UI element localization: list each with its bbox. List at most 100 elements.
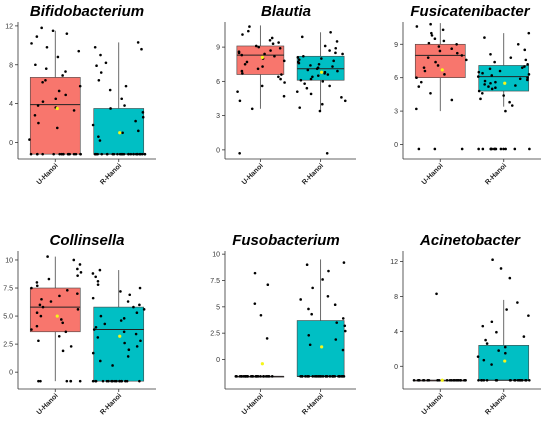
data-point [522, 335, 526, 338]
data-point [311, 375, 315, 378]
panel-1: Blautia 0 3 6 9 U-Hanoi R-Hanoi [216, 3, 356, 186]
data-point [277, 75, 280, 79]
data-point [307, 333, 311, 337]
y-tick-label: 12 [5, 23, 13, 30]
data-point [237, 51, 241, 55]
y-tick-label: 2.5 [3, 342, 13, 349]
data-point [135, 345, 139, 348]
data-point [304, 375, 307, 378]
data-point [335, 321, 339, 324]
data-point [122, 152, 126, 156]
data-point [455, 51, 459, 55]
data-point [324, 375, 328, 378]
data-point [96, 336, 100, 339]
data-point [255, 375, 259, 378]
data-point [433, 147, 437, 151]
data-point [125, 379, 129, 383]
data-point [508, 276, 512, 280]
data-point [138, 286, 142, 290]
data-point [421, 378, 425, 382]
data-point [436, 64, 440, 67]
data-point [317, 62, 321, 66]
data-point [111, 364, 114, 367]
data-point [136, 41, 140, 44]
data-point [343, 324, 347, 328]
data-point [309, 92, 313, 96]
data-point [77, 49, 81, 53]
data-point [241, 72, 244, 75]
data-point [527, 31, 531, 35]
data-point [516, 42, 520, 46]
data-point [65, 32, 69, 35]
box-U-Hanoi [414, 43, 466, 78]
data-point [333, 375, 337, 378]
data-point [51, 29, 55, 33]
data-point [122, 330, 126, 334]
data-point [502, 94, 505, 97]
data-point [99, 53, 102, 57]
y-tick-label: 0 [216, 357, 220, 364]
data-point [262, 375, 265, 378]
data-point [482, 378, 486, 382]
panel-title: Fusobacterium [232, 232, 340, 249]
data-point [139, 339, 142, 343]
data-point [338, 375, 341, 378]
mean-marker [320, 345, 324, 349]
data-point [137, 129, 140, 133]
data-point [134, 119, 137, 123]
box-R-Hanoi [296, 320, 345, 377]
data-point [138, 303, 141, 307]
data-point [435, 292, 438, 296]
data-point [33, 113, 37, 117]
y-tick-label: 9 [216, 45, 220, 52]
data-point [101, 379, 105, 383]
data-point [311, 75, 314, 79]
data-point [333, 303, 337, 307]
panel-title: Bifidobacterium [30, 3, 144, 20]
data-point [343, 329, 347, 333]
data-point [244, 375, 248, 378]
data-point [99, 359, 102, 363]
data-point [482, 358, 486, 362]
data-point [315, 375, 318, 378]
y-tick-label: 7.5 [3, 286, 13, 293]
data-point [94, 275, 97, 279]
x-tick-label: U-Hanoi [36, 162, 60, 186]
data-point [488, 67, 492, 71]
data-point [91, 123, 95, 127]
data-point [318, 109, 322, 113]
data-point [427, 41, 431, 45]
data-point [28, 138, 31, 141]
data-point [245, 60, 249, 64]
data-point [30, 286, 33, 290]
data-point [78, 379, 82, 383]
data-point [265, 337, 269, 340]
data-point [502, 147, 505, 151]
data-point [476, 75, 480, 78]
data-point [526, 76, 529, 79]
data-point [437, 45, 441, 48]
data-point [76, 308, 80, 311]
data-point [342, 375, 346, 378]
data-point [498, 69, 502, 73]
x-tick-label: U-Hanoi [421, 392, 445, 416]
data-point [307, 307, 310, 311]
data-point [135, 311, 139, 315]
data-point [143, 152, 147, 156]
y-tick-label: 4 [9, 101, 13, 108]
data-point [525, 78, 529, 82]
data-point [30, 328, 33, 331]
data-point [61, 74, 64, 77]
data-point [111, 379, 114, 383]
data-point [416, 378, 420, 382]
data-point [340, 375, 344, 378]
data-point [441, 28, 445, 32]
data-point [41, 100, 45, 103]
data-point [489, 53, 492, 56]
data-point [104, 61, 108, 65]
data-point [332, 59, 335, 63]
data-point [278, 46, 282, 50]
mean-marker [320, 70, 324, 74]
data-point [477, 147, 480, 151]
data-point [305, 86, 309, 90]
